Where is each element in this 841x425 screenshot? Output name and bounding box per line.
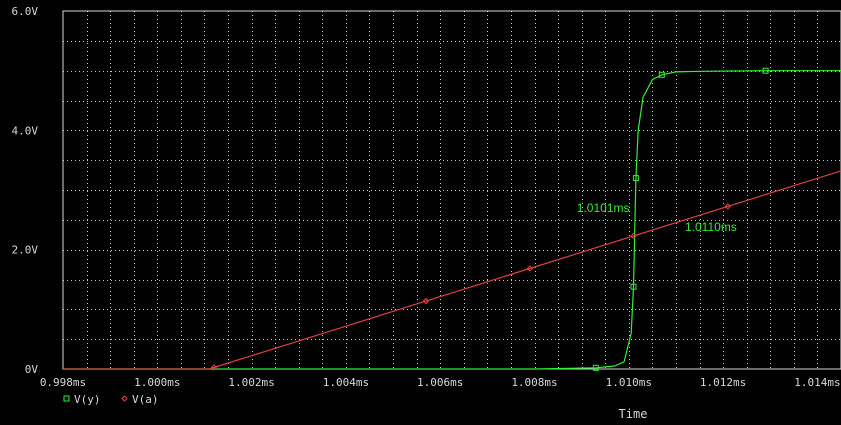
x-tick-label: 1.000ms — [134, 376, 180, 389]
x-tick-label: 1.008ms — [511, 376, 557, 389]
va-marker — [210, 364, 218, 371]
va-marker — [630, 232, 637, 240]
va-marker — [526, 265, 534, 272]
trace-vy — [63, 70, 841, 370]
x-tick-label: 1.012ms — [700, 376, 746, 389]
legend: V(y) V(a) — [63, 393, 159, 406]
x-tick-label: 1.002ms — [228, 376, 274, 389]
legend-vy-label: V(y) — [74, 393, 101, 406]
y-tick-label: 4.0V — [12, 124, 39, 137]
y-tick-label: 6.0V — [12, 5, 39, 18]
cursor-annotations: 1.0101ms 1.0110ms — [577, 201, 737, 234]
x-tick-label: 1.014ms — [794, 376, 840, 389]
vy-marker — [762, 67, 769, 74]
grid — [63, 11, 841, 369]
traces — [63, 70, 841, 370]
cursor-label-a: 1.0101ms — [577, 201, 630, 215]
vy-marker — [658, 71, 665, 78]
x-tick-label: 1.004ms — [323, 376, 369, 389]
vy-marker — [630, 283, 637, 290]
x-tick-label: 0.998ms — [40, 376, 86, 389]
trace-markers — [210, 67, 769, 371]
va-marker — [724, 203, 732, 210]
x-tick-label: 1.006ms — [417, 376, 463, 389]
va-marker — [422, 297, 430, 305]
y-tick-label: 0V — [25, 363, 39, 376]
legend-vy-marker — [63, 395, 70, 402]
legend-va-marker — [121, 395, 128, 402]
x-tick-labels: 0.998ms 1.000ms 1.002ms 1.004ms 1.006ms 1.008… — [40, 376, 841, 389]
y-tick-label: 2.0V — [12, 244, 39, 257]
legend-va-label: V(a) — [132, 393, 159, 406]
trace-va — [63, 170, 841, 370]
x-tick-label: 1.010ms — [606, 376, 652, 389]
cursor-label-b: 1.0110ms — [685, 220, 737, 234]
x-axis-title: Time — [619, 407, 648, 421]
vy-marker — [592, 364, 599, 371]
vy-marker — [632, 175, 639, 182]
y-tick-labels: 0V 2.0V 4.0V 6.0V — [12, 5, 39, 376]
